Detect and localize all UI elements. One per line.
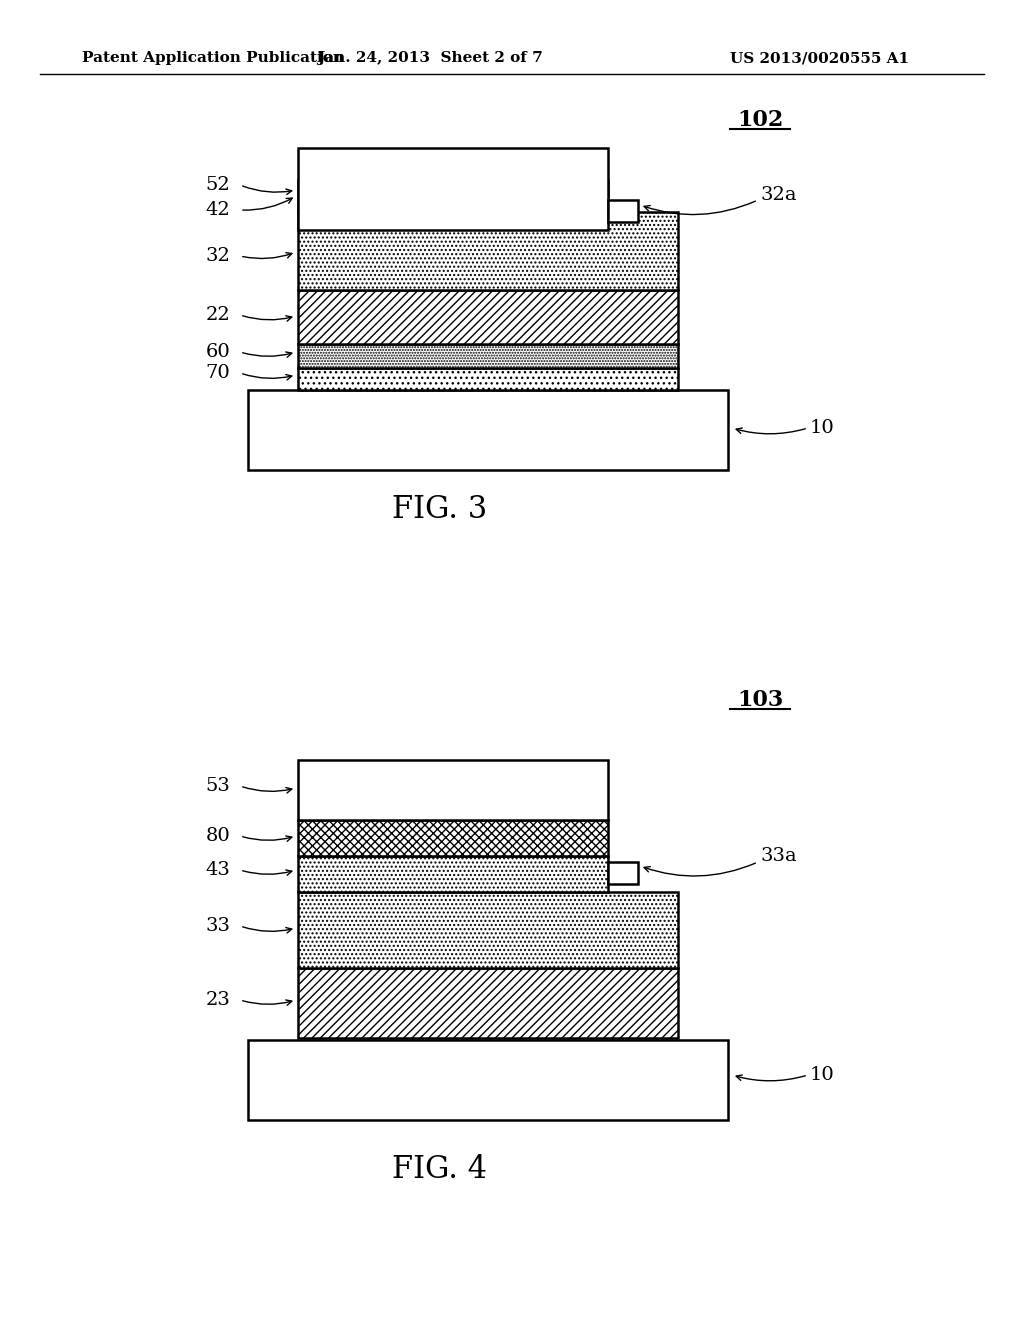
Text: US 2013/0020555 A1: US 2013/0020555 A1 (730, 51, 909, 65)
Bar (298, 290, 678, 345)
Text: 53: 53 (206, 777, 230, 795)
Text: 33: 33 (206, 917, 230, 935)
Bar (298, 180, 608, 213)
Text: 10: 10 (810, 1067, 835, 1084)
Text: 10: 10 (810, 418, 835, 437)
Text: FIG. 3: FIG. 3 (392, 495, 487, 525)
Text: 102: 102 (737, 110, 783, 131)
Text: 33a: 33a (760, 847, 797, 865)
Bar (298, 345, 678, 368)
Bar (298, 368, 678, 389)
Text: 22: 22 (206, 306, 230, 323)
Text: Patent Application Publication: Patent Application Publication (82, 51, 344, 65)
Text: 23: 23 (206, 991, 230, 1008)
Bar (298, 213, 678, 290)
Text: 60: 60 (206, 343, 230, 360)
Text: 42: 42 (206, 201, 230, 219)
Text: 32: 32 (206, 247, 230, 265)
Bar (248, 389, 728, 470)
Text: 32a: 32a (760, 186, 797, 205)
Text: Jan. 24, 2013  Sheet 2 of 7: Jan. 24, 2013 Sheet 2 of 7 (317, 51, 543, 65)
Bar (608, 201, 638, 222)
Text: 80: 80 (206, 828, 230, 845)
Bar (298, 820, 608, 855)
Text: 70: 70 (206, 364, 230, 381)
Bar (298, 892, 678, 968)
Text: 52: 52 (206, 176, 230, 194)
Bar (298, 760, 608, 820)
Text: FIG. 4: FIG. 4 (392, 1155, 487, 1185)
Text: 103: 103 (737, 689, 783, 711)
Text: 43: 43 (206, 861, 230, 879)
Bar (298, 855, 608, 892)
Bar (608, 862, 638, 884)
Bar (248, 1040, 728, 1119)
Bar (298, 968, 678, 1038)
Bar (298, 148, 608, 230)
